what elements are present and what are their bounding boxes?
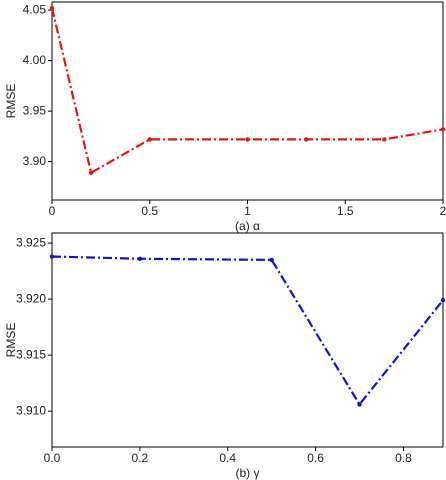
y-tick-label: 3.910 [16, 403, 46, 417]
x-tick-label: 0.8 [395, 451, 412, 465]
x-tick-label: 0.4 [219, 451, 236, 465]
plot-frame [51, 232, 444, 448]
x-tick-label: 1 [244, 204, 251, 218]
x-tick-label: 2 [440, 204, 446, 218]
y-tick-label: 3.920 [16, 291, 46, 305]
point [137, 256, 143, 261]
point [382, 137, 387, 142]
series-line [51, 255, 444, 407]
y-axis-label: RMSE [4, 84, 18, 119]
point [245, 137, 250, 142]
y-tick-label: 3.95 [23, 103, 47, 117]
x-tick-label: 0.0 [44, 451, 61, 465]
x-tick-label: 0.6 [307, 451, 324, 465]
y-axis-label: RMSE [4, 323, 18, 358]
point [440, 127, 446, 132]
point [303, 137, 309, 142]
series-line [50, 7, 444, 175]
point [269, 257, 274, 263]
x-tick-label: 0 [49, 204, 56, 218]
y-tick-label: 3.925 [16, 235, 46, 249]
x-axis-label: (a) α [235, 219, 260, 233]
y-tick-label: 4.00 [23, 53, 47, 67]
y-tick-label: 4.05 [23, 2, 47, 16]
point [49, 254, 55, 259]
point [88, 170, 94, 175]
x-tick-label: 0.2 [132, 451, 149, 465]
point [49, 5, 55, 11]
x-tick-label: 0.5 [141, 204, 158, 218]
point [357, 402, 362, 407]
point [440, 298, 446, 303]
x-axis-label: (b) γ [236, 466, 260, 480]
y-tick-label: 3.915 [16, 347, 46, 361]
y-tick-label: 3.90 [23, 154, 47, 168]
point [147, 137, 152, 142]
plot-frame [51, 1, 444, 201]
x-tick-label: 1.5 [337, 204, 354, 218]
